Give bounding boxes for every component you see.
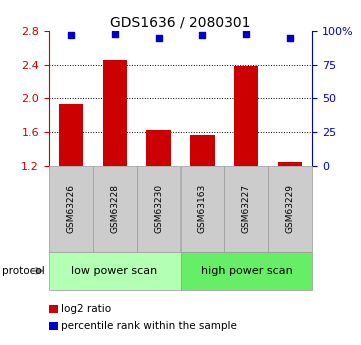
Text: GSM63229: GSM63229: [286, 184, 295, 233]
Bar: [147, 130, 171, 166]
Point: [200, 32, 205, 38]
Text: GSM63227: GSM63227: [242, 184, 251, 233]
Point: [287, 35, 293, 41]
Text: GSM63230: GSM63230: [154, 184, 163, 233]
Text: GSM63228: GSM63228: [110, 184, 119, 233]
Bar: [278, 162, 303, 166]
Text: percentile rank within the sample: percentile rank within the sample: [61, 321, 237, 331]
Bar: [58, 104, 83, 166]
Text: low power scan: low power scan: [71, 266, 158, 276]
Title: GDS1636 / 2080301: GDS1636 / 2080301: [110, 16, 251, 30]
Text: GSM63163: GSM63163: [198, 184, 207, 233]
Point: [112, 31, 117, 37]
Text: GSM63226: GSM63226: [66, 184, 75, 233]
Text: high power scan: high power scan: [200, 266, 292, 276]
Bar: [234, 66, 258, 166]
Point: [156, 35, 161, 41]
Text: protocol: protocol: [2, 266, 44, 276]
Point: [68, 32, 74, 38]
Bar: [103, 60, 127, 166]
Point: [243, 31, 249, 37]
Bar: [190, 135, 214, 166]
Text: log2 ratio: log2 ratio: [61, 304, 112, 314]
